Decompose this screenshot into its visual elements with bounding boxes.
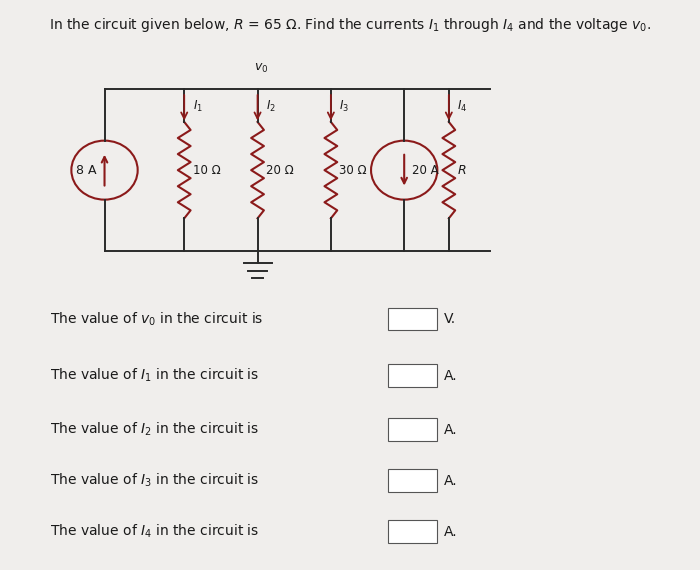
Text: $I_4$: $I_4$	[457, 99, 468, 114]
Text: The value of $\mathit{I}_4$ in the circuit is: The value of $\mathit{I}_4$ in the circu…	[50, 523, 260, 540]
Text: A.: A.	[444, 474, 457, 488]
Text: 30 Ω: 30 Ω	[340, 164, 367, 177]
Text: $I_2$: $I_2$	[266, 99, 276, 114]
Text: 20 A: 20 A	[412, 164, 439, 177]
FancyBboxPatch shape	[388, 364, 437, 387]
Text: The value of $v_0$ in the circuit is: The value of $v_0$ in the circuit is	[50, 310, 264, 328]
FancyBboxPatch shape	[388, 469, 437, 492]
Text: A.: A.	[444, 422, 457, 437]
Text: The value of $\mathit{I}_3$ in the circuit is: The value of $\mathit{I}_3$ in the circu…	[50, 472, 260, 490]
FancyBboxPatch shape	[388, 308, 437, 331]
Text: $v_0$: $v_0$	[253, 62, 268, 75]
Text: $I_3$: $I_3$	[340, 99, 349, 114]
Text: A.: A.	[444, 369, 457, 383]
Text: The value of $\mathit{I}_1$ in the circuit is: The value of $\mathit{I}_1$ in the circu…	[50, 367, 260, 384]
Text: 20 Ω: 20 Ω	[266, 164, 293, 177]
FancyBboxPatch shape	[388, 520, 437, 543]
Text: 8 A: 8 A	[76, 164, 97, 177]
Text: In the circuit given below, $R$ = 65 Ω. Find the currents $\mathit{I}_1$ through: In the circuit given below, $R$ = 65 Ω. …	[49, 15, 651, 34]
Text: $R$: $R$	[457, 164, 467, 177]
Text: V.: V.	[444, 312, 456, 326]
Text: The value of $\mathit{I}_2$ in the circuit is: The value of $\mathit{I}_2$ in the circu…	[50, 421, 260, 438]
FancyBboxPatch shape	[388, 418, 437, 441]
Text: A.: A.	[444, 525, 457, 539]
Text: 10 Ω: 10 Ω	[193, 164, 220, 177]
Text: $I_1$: $I_1$	[193, 99, 202, 114]
